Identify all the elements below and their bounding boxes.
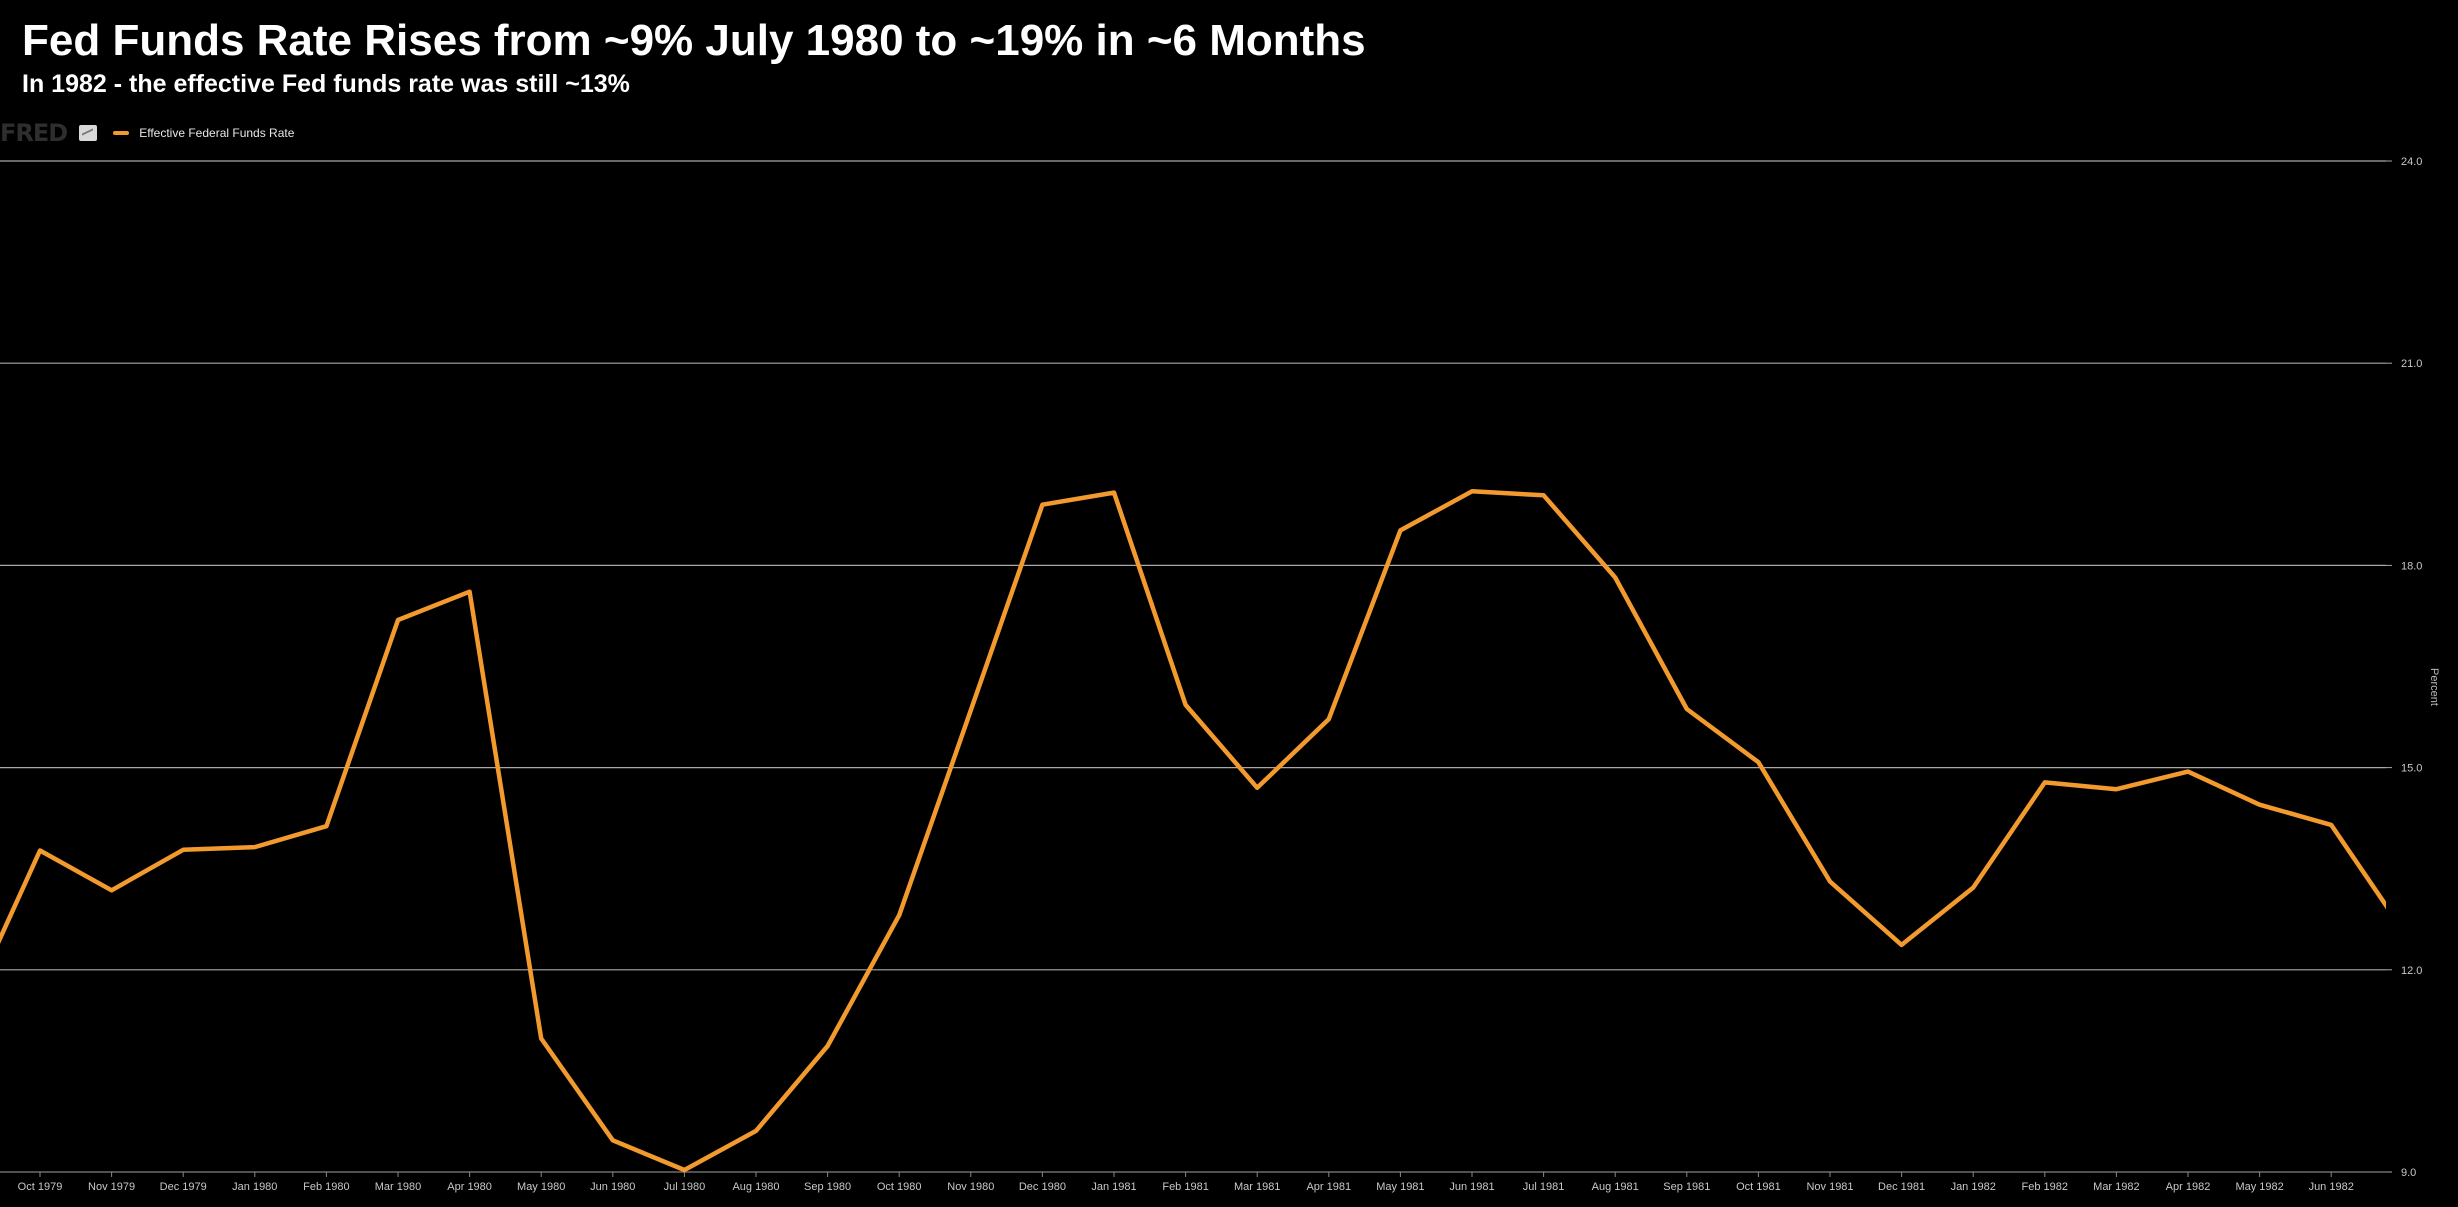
x-tick-label: Aug 1981 [1592,1181,1639,1193]
x-tick-label: Apr 1980 [447,1181,492,1193]
y-tick-label: 15.0 [2401,763,2422,775]
x-tick-label: Feb 1981 [1162,1181,1208,1193]
x-tick-label: Apr 1981 [1306,1181,1351,1193]
fred-chart-icon [79,125,98,141]
series-line-effective-federal-funds-rate [0,489,2386,1173]
x-tick-label: Sep 1981 [1663,1181,1710,1193]
x-tick-label: Feb 1980 [303,1181,349,1193]
gridlines [0,160,2386,1173]
x-tick-label: Dec 1979 [160,1181,207,1193]
x-tick-label: Feb 1982 [2022,1181,2068,1193]
x-tick-label: Jun 1980 [590,1181,635,1193]
x-tick-label: Oct 1981 [1736,1181,1781,1193]
series-layer [0,489,2386,1173]
y-tick-label: 18.0 [2401,560,2422,572]
x-tick-label: Oct 1980 [877,1181,922,1193]
x-tick-label: Mar 1981 [1234,1181,1280,1193]
legend-series-label: Effective Federal Funds Rate [139,126,295,140]
x-tick-label: Jan 1980 [232,1181,277,1193]
x-tick-label: Jun 1981 [1449,1181,1494,1193]
y-tick-label: 12.0 [2401,965,2422,977]
x-tick-label: Oct 1979 [18,1181,63,1193]
x-tick-label: Mar 1982 [2093,1181,2139,1193]
y-tick-label: 24.0 [2401,156,2422,168]
x-tick-label: Dec 1980 [1019,1181,1066,1193]
x-tick-label: Aug 1980 [732,1181,779,1193]
x-tick-label: Dec 1981 [1878,1181,1925,1193]
x-tick-label: May 1981 [1376,1181,1424,1193]
y-tick-label: 21.0 [2401,358,2422,370]
legend-swatch [113,131,130,135]
chart-subtitle: In 1982 - the effective Fed funds rate w… [22,70,630,98]
y-tick-label: 9.0 [2401,1167,2416,1179]
x-tick-label: Nov 1980 [947,1181,994,1193]
y-axis-title: Percent [2428,668,2440,706]
x-tick-label: Sep 1980 [804,1181,851,1193]
x-tick-label: May 1982 [2235,1181,2283,1193]
x-tick-label: Jan 1982 [1951,1181,1996,1193]
x-tick-label: May 1980 [517,1181,565,1193]
x-tick-label: Nov 1981 [1806,1181,1853,1193]
x-tick-label: Jul 1980 [664,1181,706,1193]
x-tick-label: Nov 1979 [88,1181,135,1193]
fred-logo: FRED [0,119,68,147]
y-axis: 9.0 12.0 15.0 18.0 21.0 24.0 [2386,156,2422,1179]
x-axis: Oct 1979 Nov 1979 Dec 1979 Jan 1980 Feb 1980… [0,1171,2386,1193]
x-tick-label: Jun 1982 [2309,1181,2354,1193]
x-tick-label: Apr 1982 [2166,1181,2211,1193]
chart-title: Fed Funds Rate Rises from ~9% July 1980 … [22,16,1366,65]
x-tick-label: Jan 1981 [1091,1181,1136,1193]
x-tick-label: Mar 1980 [375,1181,421,1193]
chart-legend: FRED Effective Federal Funds Rate [0,119,295,147]
x-tick-label: Jul 1981 [1523,1181,1565,1193]
